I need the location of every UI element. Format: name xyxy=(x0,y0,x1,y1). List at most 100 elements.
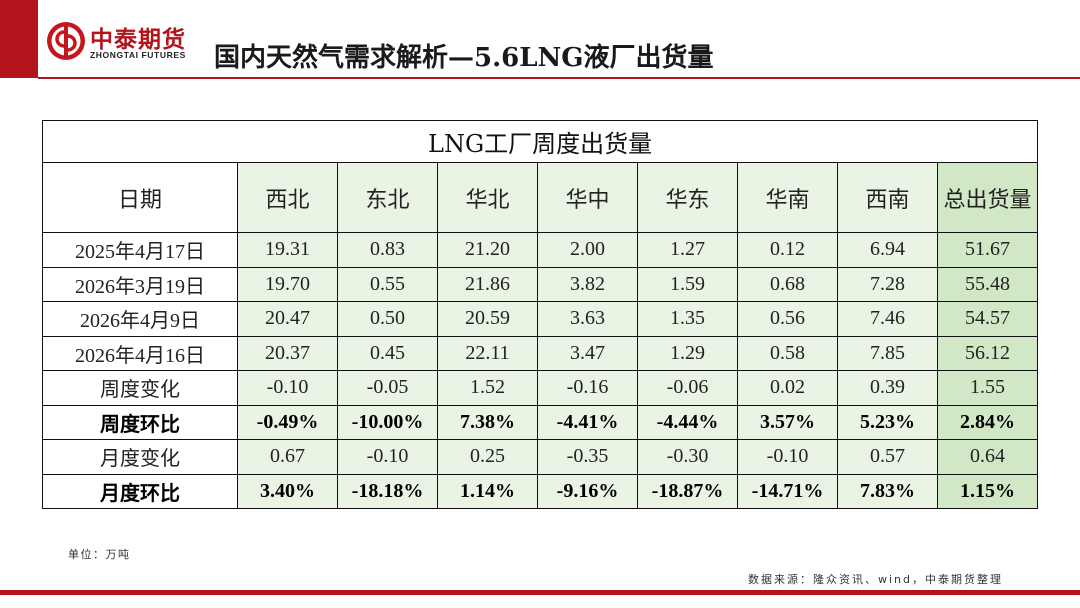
zhongtai-logo-icon xyxy=(46,21,86,61)
header-accent-bar xyxy=(0,0,38,78)
region-value-cell: -0.05 xyxy=(337,370,438,406)
region-value-cell: -9.16% xyxy=(537,473,638,509)
total-value-cell: 51.67 xyxy=(936,232,1039,268)
region-value-cell: 3.40% xyxy=(237,473,338,509)
region-value-cell: 0.67 xyxy=(237,439,338,475)
total-value-cell: 56.12 xyxy=(936,335,1039,371)
region-value-cell: 1.14% xyxy=(437,473,538,509)
region-value-cell: 5.23% xyxy=(837,404,938,440)
region-value-cell: 0.45 xyxy=(337,335,438,371)
region-value-cell: 1.35 xyxy=(637,301,738,337)
region-value-cell: 2.00 xyxy=(537,232,638,268)
total-value-cell: 55.48 xyxy=(936,266,1039,302)
region-value-cell: 3.82 xyxy=(537,266,638,302)
header-divider xyxy=(38,77,1080,79)
region-value-cell: -4.41% xyxy=(537,404,638,440)
region-value-cell: 1.59 xyxy=(637,266,738,302)
region-value-cell: 0.68 xyxy=(737,266,838,302)
row-label-cell: 周度变化 xyxy=(42,370,238,406)
region-value-cell: -0.35 xyxy=(537,439,638,475)
region-value-cell: 19.31 xyxy=(237,232,338,268)
region-value-cell: -0.10 xyxy=(237,370,338,406)
region-value-cell: 0.39 xyxy=(837,370,938,406)
region-value-cell: 7.28 xyxy=(837,266,938,302)
header-date: 日期 xyxy=(42,162,238,233)
header-region: 华北 xyxy=(437,162,538,233)
source-note: 数据来源：隆众资讯、wind，中泰期货整理 xyxy=(748,573,1004,586)
brand-name-cn: 中泰期货 xyxy=(90,27,186,53)
table-row: 周度环比 -0.49% -10.00% 7.38% -4.41% -4.44% 3.57% 5… xyxy=(42,404,1039,440)
unit-note: 单位：万吨 xyxy=(68,548,131,561)
row-label-cell: 月度变化 xyxy=(42,439,238,475)
table-row: 月度变化 0.67 -0.10 0.25 -0.35 -0.30 -0.10 0.57 0.64 xyxy=(42,439,1039,475)
total-value-cell: 54.57 xyxy=(936,301,1039,337)
header-region: 华中 xyxy=(537,162,638,233)
region-value-cell: 0.02 xyxy=(737,370,838,406)
table-body: 2025年4月17日 19.31 0.83 21.20 2.00 1.27 0.12 6.94… xyxy=(42,232,1039,509)
region-value-cell: 0.57 xyxy=(837,439,938,475)
region-value-cell: 0.83 xyxy=(337,232,438,268)
table-row: 2025年4月17日 19.31 0.83 21.20 2.00 1.27 0.12 6.94… xyxy=(42,232,1039,268)
region-value-cell: 0.50 xyxy=(337,301,438,337)
row-label-cell: 月度环比 xyxy=(42,473,238,509)
header-region: 华东 xyxy=(637,162,738,233)
row-label-cell: 2026年4月9日 xyxy=(42,301,238,337)
region-value-cell: 19.70 xyxy=(237,266,338,302)
header-region: 西北 xyxy=(237,162,338,233)
region-value-cell: -4.44% xyxy=(637,404,738,440)
region-value-cell: 3.57% xyxy=(737,404,838,440)
region-value-cell: 0.56 xyxy=(737,301,838,337)
region-value-cell: 20.37 xyxy=(237,335,338,371)
table-row: 2026年4月9日 20.47 0.50 20.59 3.63 1.35 0.56 7.46 5… xyxy=(42,301,1039,337)
region-value-cell: 3.63 xyxy=(537,301,638,337)
brand-name-en: ZHONGTAI FUTURES xyxy=(90,50,186,60)
row-label-cell: 2026年3月19日 xyxy=(42,266,238,302)
region-value-cell: -0.16 xyxy=(537,370,638,406)
region-value-cell: 22.11 xyxy=(437,335,538,371)
region-value-cell: -0.30 xyxy=(637,439,738,475)
region-value-cell: 7.38% xyxy=(437,404,538,440)
region-value-cell: 0.12 xyxy=(737,232,838,268)
header-region: 东北 xyxy=(337,162,438,233)
region-value-cell: -0.49% xyxy=(237,404,338,440)
region-value-cell: 21.86 xyxy=(437,266,538,302)
region-value-cell: 7.46 xyxy=(837,301,938,337)
table-row: 周度变化 -0.10 -0.05 1.52 -0.16 -0.06 0.02 0.39 1.55 xyxy=(42,370,1039,406)
region-value-cell: 6.94 xyxy=(837,232,938,268)
region-value-cell: -18.18% xyxy=(337,473,438,509)
lng-shipment-table: LNG工厂周度出货量 日期 西北 东北 华北 华中 华东 华南 西南 总出货量 2025年4月1… xyxy=(41,120,1039,509)
region-value-cell: 0.25 xyxy=(437,439,538,475)
slide-title: 国内天然气需求解析—5.6LNG液厂出货量 xyxy=(214,43,714,73)
total-value-cell: 0.64 xyxy=(936,439,1039,475)
table-row: 2026年4月16日 20.37 0.45 22.11 3.47 1.29 0.58 7.85… xyxy=(42,335,1039,371)
table-row: 2026年3月19日 19.70 0.55 21.86 3.82 1.59 0.68 7.28… xyxy=(42,266,1039,302)
region-value-cell: -18.87% xyxy=(637,473,738,509)
region-value-cell: -0.06 xyxy=(637,370,738,406)
footer-divider xyxy=(0,590,1080,595)
region-value-cell: 20.47 xyxy=(237,301,338,337)
region-value-cell: 0.58 xyxy=(737,335,838,371)
region-value-cell: -14.71% xyxy=(737,473,838,509)
region-value-cell: 21.20 xyxy=(437,232,538,268)
region-value-cell: 1.52 xyxy=(437,370,538,406)
region-value-cell: 3.47 xyxy=(537,335,638,371)
row-label-cell: 2026年4月16日 xyxy=(42,335,238,371)
region-value-cell: 7.83% xyxy=(837,473,938,509)
header-row: 日期 西北 东北 华北 华中 华东 华南 西南 总出货量 xyxy=(42,162,1039,233)
region-value-cell: -10.00% xyxy=(337,404,438,440)
region-value-cell: 1.29 xyxy=(637,335,738,371)
total-value-cell: 1.15% xyxy=(936,473,1039,509)
row-label-cell: 周度环比 xyxy=(42,404,238,440)
total-value-cell: 2.84% xyxy=(936,404,1039,440)
table-title: LNG工厂周度出货量 xyxy=(41,120,1039,163)
header-region: 华南 xyxy=(737,162,838,233)
header-total: 总出货量 xyxy=(936,162,1039,233)
row-label-cell: 2025年4月17日 xyxy=(42,232,238,268)
header-region: 西南 xyxy=(837,162,938,233)
total-value-cell: 1.55 xyxy=(936,370,1039,406)
region-value-cell: 1.27 xyxy=(637,232,738,268)
region-value-cell: 20.59 xyxy=(437,301,538,337)
region-value-cell: 0.55 xyxy=(337,266,438,302)
table-title-row: LNG工厂周度出货量 xyxy=(41,120,1039,163)
table-row: 月度环比 3.40% -18.18% 1.14% -9.16% -18.87% -14.71… xyxy=(42,473,1039,509)
